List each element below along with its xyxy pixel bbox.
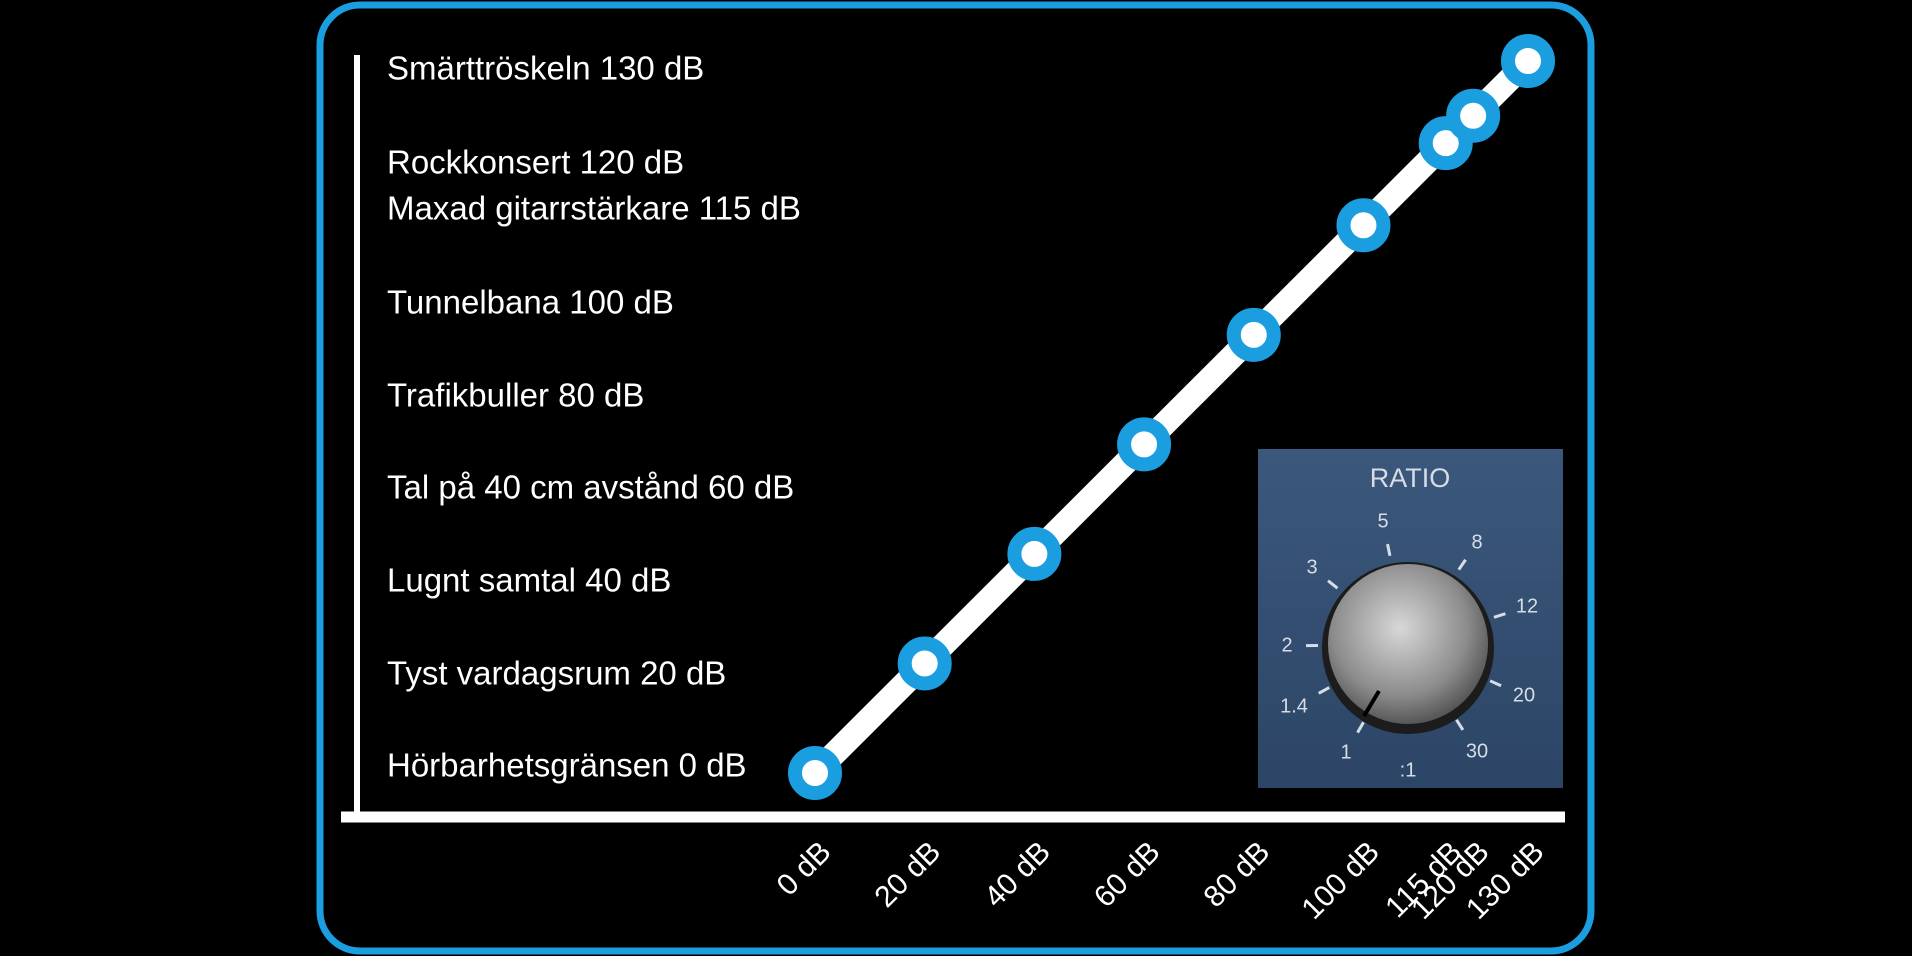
dial-label: 20 [1513,684,1535,706]
annotation: Maxad gitarrstärkare 115 dB [387,190,801,227]
point [1226,307,1281,362]
dial-label: 1.4 [1280,695,1308,717]
dial-label: 8 [1471,531,1482,553]
dial-tick [1386,543,1392,557]
dial-label: 1 [1340,741,1351,763]
point [1501,34,1555,88]
annotation: Tunnelbana 100 dB [387,284,674,321]
dial-tick [1327,579,1339,590]
dial-tick [1356,721,1365,734]
dial-tick [1317,686,1330,695]
knob-pointer [1362,689,1381,718]
annotation: Tyst vardagsrum 20 dB [387,655,726,692]
dial-tick [1489,679,1502,688]
ratio-inset: RATIO 1 1.4 2 3 5 8 12 20 30 :1 [1258,449,1563,788]
point [897,636,952,691]
annotation: Lugnt samtal 40 dB [387,562,671,599]
dial-label: 5 [1377,510,1388,532]
dial-label: 30 [1466,740,1488,762]
dial-unit: :1 [1400,759,1417,781]
annotation: Trafikbuller 80 dB [387,377,644,414]
point [1117,417,1172,472]
dial-label: 12 [1516,595,1538,617]
annotation: Tal på 40 cm avstånd 60 dB [387,469,794,506]
point [1336,198,1391,253]
annotation: Rockkonsert 120 dB [387,144,684,181]
inset-title: RATIO [1370,463,1451,493]
point [788,746,842,800]
annotation: Smärttröskeln 130 dB [387,50,704,87]
annotation: Hörbarhetsgränsen 0 dB [387,747,747,784]
point [1007,526,1062,581]
knob [1328,564,1488,724]
dial-label: 3 [1306,556,1317,578]
dial-tick [1457,558,1467,571]
point [1446,88,1501,143]
dial-label: 2 [1281,634,1292,656]
dial-tick [1493,612,1506,619]
dial-tick [1455,719,1465,731]
